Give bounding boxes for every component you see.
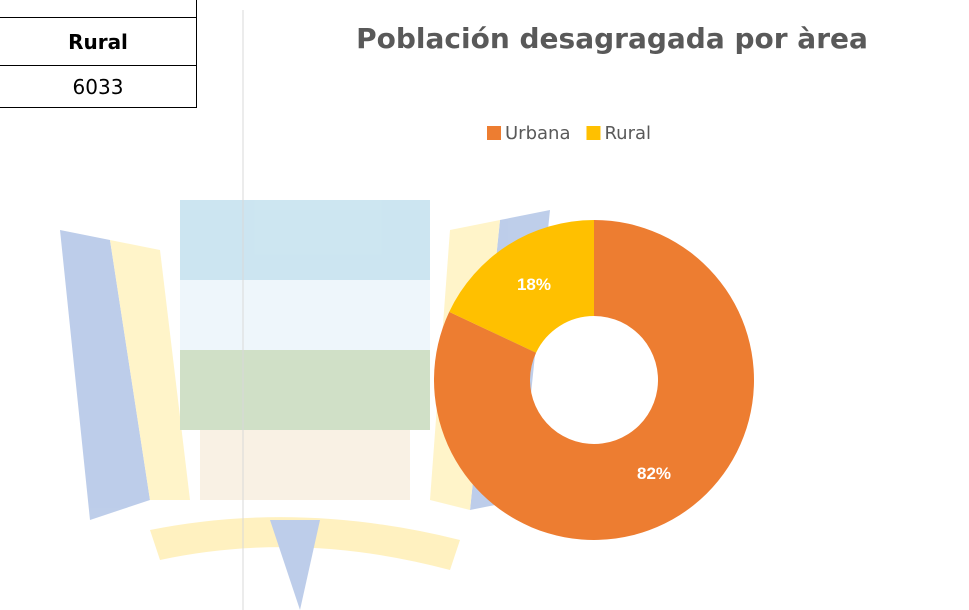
- data-label: 18%: [517, 275, 551, 294]
- table-header: Rural: [0, 18, 197, 66]
- table-value: 6033: [0, 66, 197, 108]
- screen: Población desagragada por àrea 82% 18% Urb…: [0, 0, 969, 610]
- table-cell: [0, 0, 197, 18]
- chart-title: Población desagragada por àrea: [356, 22, 868, 55]
- data-table: Rural 6033: [0, 0, 197, 108]
- legend-swatch: [487, 126, 501, 140]
- legend-label: Urbana: [505, 123, 570, 144]
- data-label: 82%: [637, 464, 671, 483]
- legend-swatch: [586, 126, 600, 140]
- legend-label: Rural: [604, 123, 651, 144]
